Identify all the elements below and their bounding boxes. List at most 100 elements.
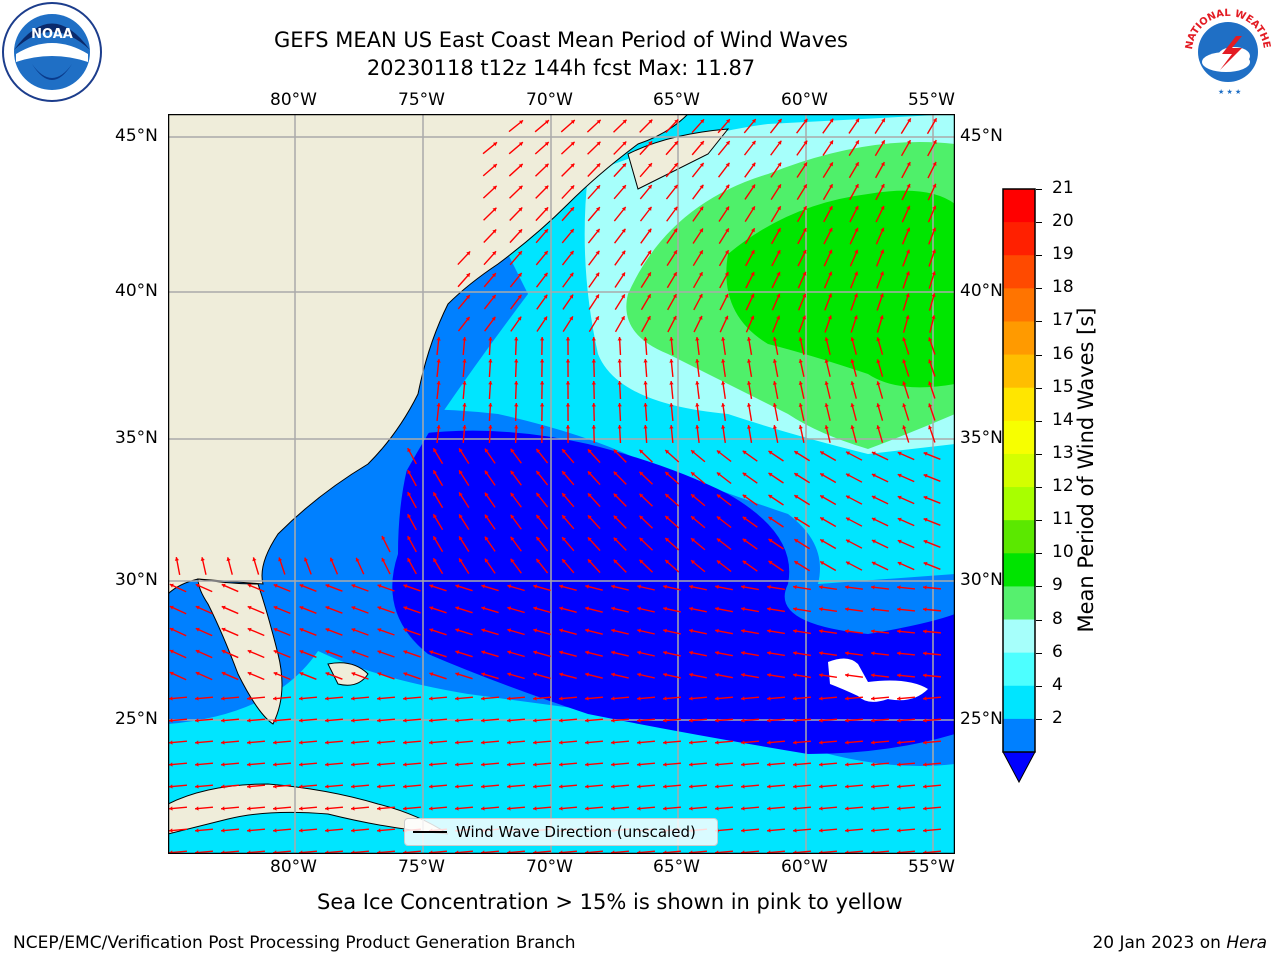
wind-arrow <box>796 205 808 223</box>
wind-arrow <box>870 607 890 612</box>
wind-arrow <box>742 538 758 550</box>
wind-arrow <box>721 424 726 444</box>
wind-arrow <box>870 718 890 723</box>
wind-arrow <box>719 271 729 289</box>
wind-arrow <box>768 560 784 572</box>
wind-arrow <box>195 627 213 637</box>
wind-arrow <box>721 358 726 378</box>
wind-arrow <box>766 696 786 701</box>
wind-arrow <box>535 206 549 222</box>
wind-arrow <box>611 584 629 591</box>
wind-arrow <box>638 471 654 485</box>
wind-arrow <box>688 718 708 723</box>
wind-arrow <box>902 315 910 333</box>
wind-arrow <box>539 402 545 422</box>
wind-arrow <box>688 740 708 745</box>
wind-arrow <box>638 515 654 529</box>
wind-arrow <box>667 293 677 311</box>
wind-arrow <box>534 163 550 177</box>
wind-arrow <box>587 228 601 244</box>
wind-arrow <box>584 806 604 811</box>
wind-arrow <box>741 672 759 679</box>
wind-arrow <box>484 514 496 530</box>
wind-arrow <box>927 139 937 157</box>
wind-arrow <box>298 806 318 811</box>
wind-arrow <box>798 359 805 377</box>
wind-arrow <box>458 514 470 530</box>
colorbar-tick-label: 11 <box>1052 509 1074 530</box>
wind-arrow <box>247 649 265 659</box>
wind-arrow <box>637 628 655 635</box>
wind-arrow <box>565 336 571 356</box>
lon-tick-bottom-55w: 55°W <box>908 857 955 877</box>
wind-arrow <box>770 227 782 245</box>
wind-arrow <box>376 784 396 789</box>
wind-arrow <box>351 672 369 680</box>
wind-arrow <box>922 585 942 590</box>
wind-arrow <box>849 249 859 267</box>
wind-arrow <box>638 449 654 463</box>
wind-arrow <box>850 337 857 355</box>
field-green-11 <box>726 190 955 388</box>
wind-arrow <box>194 828 214 833</box>
colorbar-segment <box>1003 586 1035 621</box>
wind-arrow <box>482 185 498 199</box>
colorbar-tick-mark <box>1036 420 1042 422</box>
wind-arrow <box>819 450 837 462</box>
wind-arrow <box>539 358 545 378</box>
wind-arrow <box>824 315 832 333</box>
wind-arrow <box>614 272 626 288</box>
wind-arrow <box>742 494 758 506</box>
wind-arrow <box>767 606 785 613</box>
wind-arrow <box>168 806 188 811</box>
wind-arrow <box>591 336 596 356</box>
wind-arrow <box>508 141 524 155</box>
colorbar-tick-label: 20 <box>1052 211 1074 232</box>
wind-arrow <box>689 628 707 635</box>
wind-arrow <box>587 558 601 574</box>
wind-arrow <box>796 140 808 156</box>
wind-arrow <box>923 495 941 504</box>
wind-arrow <box>870 629 890 634</box>
wind-arrow <box>532 740 552 745</box>
wind-arrow <box>770 162 782 178</box>
wind-arrow <box>792 718 812 723</box>
wind-arrow <box>403 672 421 680</box>
wind-arrow <box>324 718 344 723</box>
lon-tick-bottom-80w: 80°W <box>270 857 317 877</box>
wind-arrow <box>403 628 421 636</box>
wind-arrow <box>272 784 292 789</box>
lon-tick-top-75w: 75°W <box>398 90 445 110</box>
wind-arrow <box>743 140 757 156</box>
colorbar-tick-label: 18 <box>1052 277 1074 298</box>
colorbar-tick-mark <box>1036 189 1042 190</box>
wind-arrow <box>220 762 240 767</box>
wind-arrow <box>844 718 864 723</box>
wind-arrow <box>587 184 601 200</box>
wind-arrow <box>483 229 497 243</box>
wind-arrow <box>350 740 370 745</box>
land-florida <box>197 578 283 725</box>
wind-arrow <box>509 185 523 199</box>
wind-arrow <box>585 584 603 591</box>
wind-arrow <box>376 806 396 811</box>
wind-arrow <box>298 762 318 767</box>
wind-arrow <box>876 271 884 289</box>
wind-arrow <box>535 536 549 552</box>
wind-arrow <box>923 451 941 460</box>
wind-arrow <box>484 316 496 332</box>
wind-arrow <box>272 718 292 723</box>
wind-arrow <box>350 718 370 723</box>
wind-arrow <box>870 585 890 590</box>
wind-arrow <box>875 227 885 245</box>
wind-arrow <box>585 606 603 613</box>
wind-arrow <box>822 140 834 156</box>
wind-arrow <box>844 629 864 634</box>
wind-arrow <box>896 585 916 590</box>
wind-arrow <box>870 696 890 701</box>
wind-arrow <box>220 806 240 811</box>
wind-arrow <box>299 583 317 592</box>
wind-arrow <box>532 718 552 723</box>
wind-arrow <box>740 696 760 701</box>
wind-arrow <box>272 696 292 701</box>
